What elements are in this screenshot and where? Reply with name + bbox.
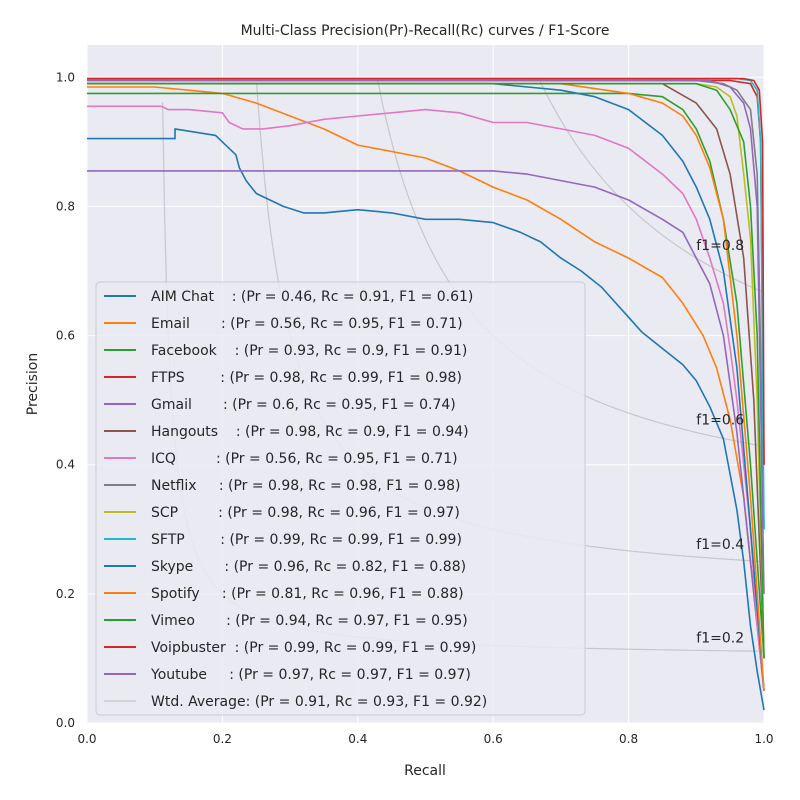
x-tick-label: 0.8 (619, 732, 638, 746)
x-tick-label: 0.6 (484, 732, 503, 746)
iso-f1-label: f1=0.8 (696, 238, 744, 254)
series-line-aim-chat (87, 128, 765, 711)
y-tick-label: 0.4 (56, 458, 75, 472)
legend-entry: Netflix : (Pr = 0.98, Rc = 0.98, F1 = 0.… (151, 478, 460, 494)
x-tick-label: 0.4 (348, 732, 367, 746)
y-tick-labels: 0.0 0.2 0.4 0.6 0.8 1.0 (56, 70, 75, 730)
y-tick-label: 0.8 (56, 199, 75, 213)
legend-entry: Spotify : (Pr = 0.81, Rc = 0.96, F1 = 0.… (151, 586, 464, 602)
legend-entry: Voipbuster : (Pr = 0.99, Rc = 0.99, F1 =… (151, 640, 476, 656)
legend-box (95, 281, 586, 716)
legend-entry: Skype : (Pr = 0.96, Rc = 0.82, F1 = 0.88… (151, 559, 466, 575)
series-line-icq (87, 105, 765, 691)
series-lines (87, 77, 765, 711)
x-tick-label: 0.2 (213, 732, 232, 746)
series-line-scp (87, 82, 765, 659)
series-line-vimeo (87, 82, 765, 659)
x-tick-label: 1.0 (754, 732, 773, 746)
series-line-facebook (87, 92, 765, 659)
series-line-spotify (87, 82, 765, 691)
legend-entry: Facebook : (Pr = 0.93, Rc = 0.9, F1 = 0.… (151, 343, 467, 359)
chart-title: Multi-Class Precision(Pr)-Recall(Rc) cur… (241, 23, 610, 39)
legend-entry: SFTP : (Pr = 0.99, Rc = 0.99, F1 = 0.99) (151, 532, 462, 548)
iso-f1-curve (538, 77, 765, 294)
legend-entry: Vimeo : (Pr = 0.94, Rc = 0.97, F1 = 0.95… (151, 613, 468, 629)
y-tick-label: 0.2 (56, 587, 75, 601)
y-tick-label: 1.0 (56, 70, 75, 84)
legend-entry: Youtube : (Pr = 0.97, Rc = 0.97, F1 = 0.… (150, 667, 471, 683)
x-axis-label: Recall (404, 763, 446, 779)
y-tick-label: 0.0 (56, 716, 75, 730)
legend-entry: ICQ : (Pr = 0.56, Rc = 0.95, F1 = 0.71) (151, 451, 458, 467)
series-line-skype (87, 82, 765, 691)
x-tick-labels: 0.0 0.2 0.4 0.6 0.8 1.0 (77, 732, 773, 746)
y-tick-label: 0.6 (56, 329, 75, 343)
iso-f1-label: f1=0.4 (696, 537, 744, 553)
legend: AIM Chat : (Pr = 0.46, Rc = 0.91, F1 = 0… (95, 281, 586, 716)
iso-f1-labels: f1=0.2 f1=0.4 f1=0.6 f1=0.8 (696, 238, 744, 646)
legend-entry: SCP : (Pr = 0.98, Rc = 0.96, F1 = 0.97) (151, 505, 460, 521)
iso-f1-label: f1=0.6 (696, 413, 744, 429)
series-line-youtube (87, 79, 765, 594)
series-line-email (87, 86, 765, 691)
legend-entry: Hangouts : (Pr = 0.98, Rc = 0.9, F1 = 0.… (151, 424, 469, 440)
legend-entry: Wtd. Average: (Pr = 0.91, Rc = 0.93, F1 … (151, 694, 487, 710)
y-axis-label: Precision (25, 353, 41, 415)
series-line-hangouts (87, 82, 765, 659)
series-line-voipbuster (87, 77, 765, 465)
legend-entry: Email : (Pr = 0.56, Rc = 0.95, F1 = 0.71… (151, 316, 463, 332)
legend-entry: FTPS : (Pr = 0.98, Rc = 0.99, F1 = 0.98) (151, 370, 462, 386)
series-line-gmail (87, 170, 765, 691)
legend-entry: Gmail : (Pr = 0.6, Rc = 0.95, F1 = 0.74) (151, 397, 456, 413)
iso-f1-label: f1=0.2 (696, 630, 744, 646)
legend-entry: AIM Chat : (Pr = 0.46, Rc = 0.91, F1 = 0… (151, 289, 473, 305)
x-tick-label: 0.0 (77, 732, 96, 746)
